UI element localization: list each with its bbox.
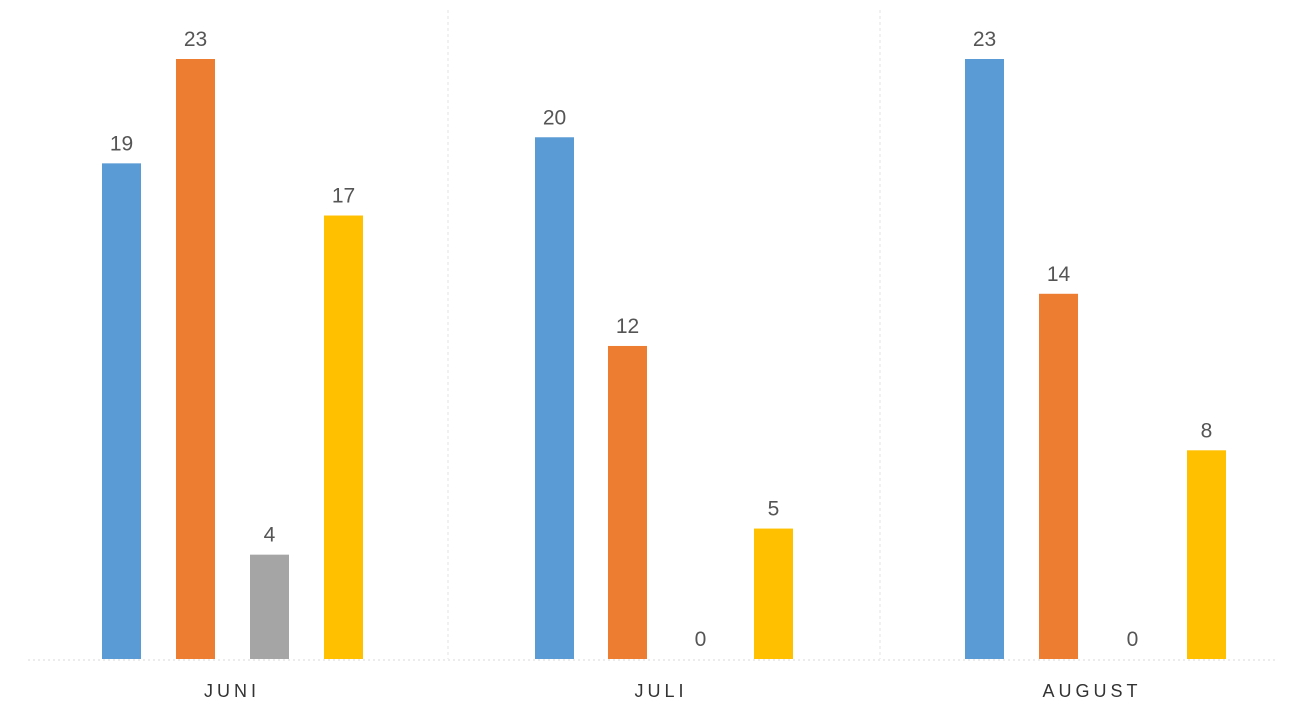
category-label-juni: JUNI — [204, 681, 260, 701]
bar-juli-series-4 — [754, 528, 793, 659]
data-label-juni-series-4: 17 — [332, 185, 355, 208]
data-label-juli-series-2: 12 — [616, 315, 639, 338]
category-label-august: AUGUST — [1042, 681, 1141, 701]
category-label-juli: JULI — [634, 681, 687, 701]
bar-juni-series-4 — [324, 215, 363, 660]
bar-juli-series-2 — [608, 345, 647, 659]
bar-august-series-1 — [965, 59, 1004, 659]
data-label-juli-series-1: 20 — [543, 106, 566, 129]
data-label-juni-series-1: 19 — [110, 132, 133, 155]
data-label-august-series-4: 8 — [1201, 419, 1213, 442]
data-label-juli-series-4: 5 — [768, 498, 780, 521]
bar-august-series-2 — [1039, 293, 1078, 659]
data-label-august-series-2: 14 — [1047, 263, 1071, 286]
data-label-juni-series-2: 23 — [184, 28, 207, 51]
bar-juni-series-2 — [176, 59, 215, 659]
data-label-juli-series-3: 0 — [695, 628, 707, 651]
data-label-juni-series-3: 4 — [264, 524, 276, 547]
bar-juli-series-1 — [535, 137, 574, 659]
bar-juni-series-3 — [250, 554, 289, 659]
data-label-august-series-3: 0 — [1127, 628, 1139, 651]
bar-juni-series-1 — [102, 163, 141, 659]
data-label-august-series-1: 23 — [973, 28, 996, 51]
bar-august-series-4 — [1187, 450, 1226, 659]
